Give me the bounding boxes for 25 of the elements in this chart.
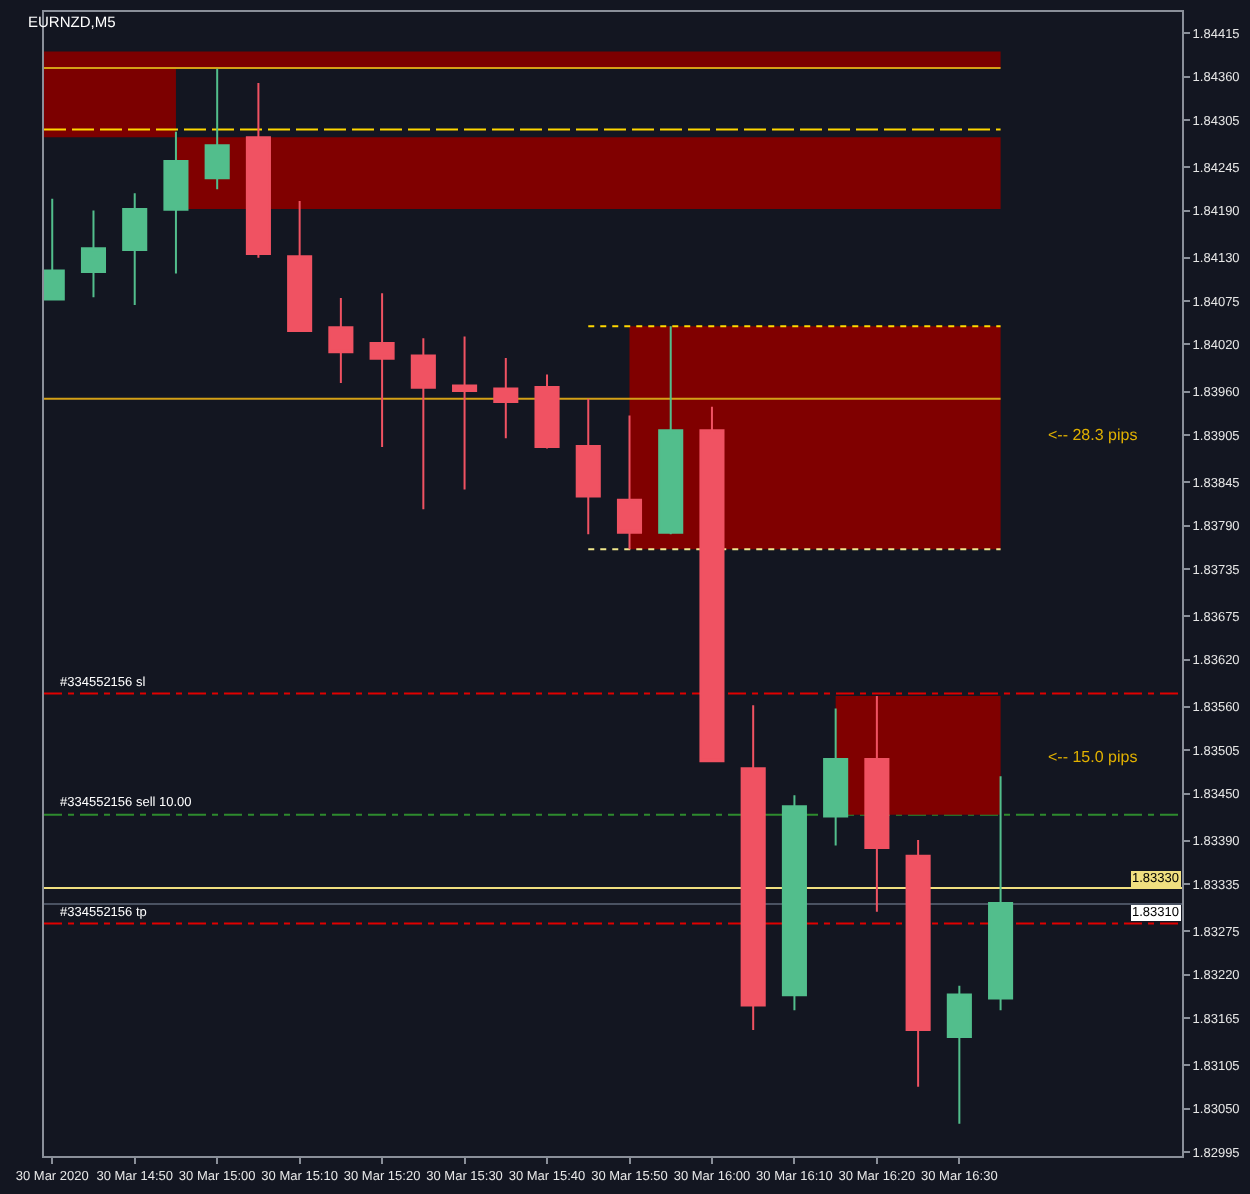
candlestick [534,373,560,450]
candlestick [410,337,436,511]
candlestick [163,130,189,275]
candlestick [781,794,807,1012]
candlestick [245,81,271,259]
candlestick [864,694,890,913]
candlestick [287,200,313,333]
candlestick [122,192,148,307]
candlestick [204,67,230,191]
candlestick [369,292,395,448]
candlestick [80,209,107,299]
candlestick [699,405,725,763]
candlestick [946,984,972,1125]
candlestick [740,704,766,1031]
candlestick [616,414,643,551]
candlestick [328,297,354,385]
candlestick [988,775,1014,1012]
candlestick [452,335,478,491]
annotation: <-- 15.0 pips [1048,748,1138,766]
candlestick [493,356,519,440]
candlestick [658,325,684,536]
candlestick [905,839,931,1088]
candlestick [575,397,601,536]
candlestick [823,707,849,847]
annotation: <-- 28.3 pips [1048,426,1138,444]
